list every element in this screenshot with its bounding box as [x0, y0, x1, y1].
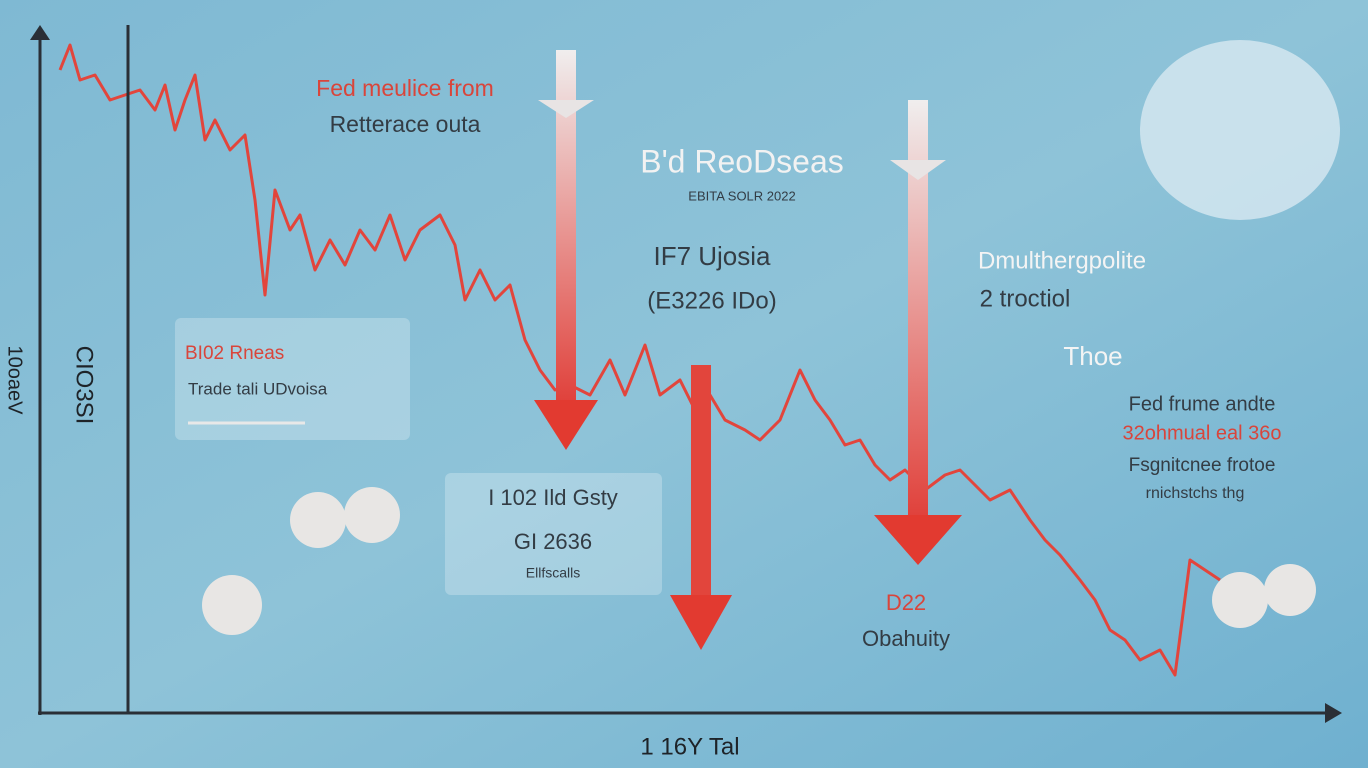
center-line: (E3226 IDo) [647, 287, 776, 314]
note-line: Fsgnitcnee frotoe [1129, 455, 1276, 476]
bottom-line: D22 [886, 590, 926, 615]
decor-figures [202, 487, 1316, 635]
note-line: Fed frume andte [1129, 393, 1276, 415]
y-axis-label: 10oaeV [4, 346, 26, 416]
arrow [874, 100, 962, 565]
note-line: rnichstchs thg [1146, 485, 1245, 502]
axis-arrow [1325, 703, 1342, 723]
center-title: B'd ReoDseas [640, 143, 844, 179]
header-line: Fed meulice from [316, 75, 494, 101]
cloud [1140, 40, 1340, 220]
right-line: 2 troctiol [980, 285, 1071, 312]
note-line: 32ohmual eal 36o [1122, 422, 1281, 444]
box-title: BI02 Rneas [185, 343, 284, 364]
right-line: Dmulthergpolite [978, 247, 1146, 274]
arrow [670, 365, 732, 650]
y-axis-label: CIO3SI [71, 346, 98, 425]
bottom-line: Obahuity [862, 626, 950, 651]
center-subtitle: EBITA SOLR 2022 [688, 188, 795, 203]
left-box [175, 318, 410, 440]
center-line: IF7 Ujosia [653, 241, 771, 271]
header-line: Retterace outa [330, 111, 481, 137]
trend-line [58, 43, 1221, 677]
box-line: Ellfscalls [526, 565, 580, 581]
box-text: Trade tali UDvoisa [188, 379, 328, 398]
middle-box [445, 473, 662, 595]
x-axis-label: 1 16Y Tal [640, 733, 739, 760]
axis-arrow [30, 25, 50, 40]
right-line: Thoe [1063, 341, 1122, 371]
box-line: I 102 Ild Gsty [488, 485, 618, 510]
arrow [534, 50, 598, 450]
box-line: GI 2636 [514, 529, 592, 554]
